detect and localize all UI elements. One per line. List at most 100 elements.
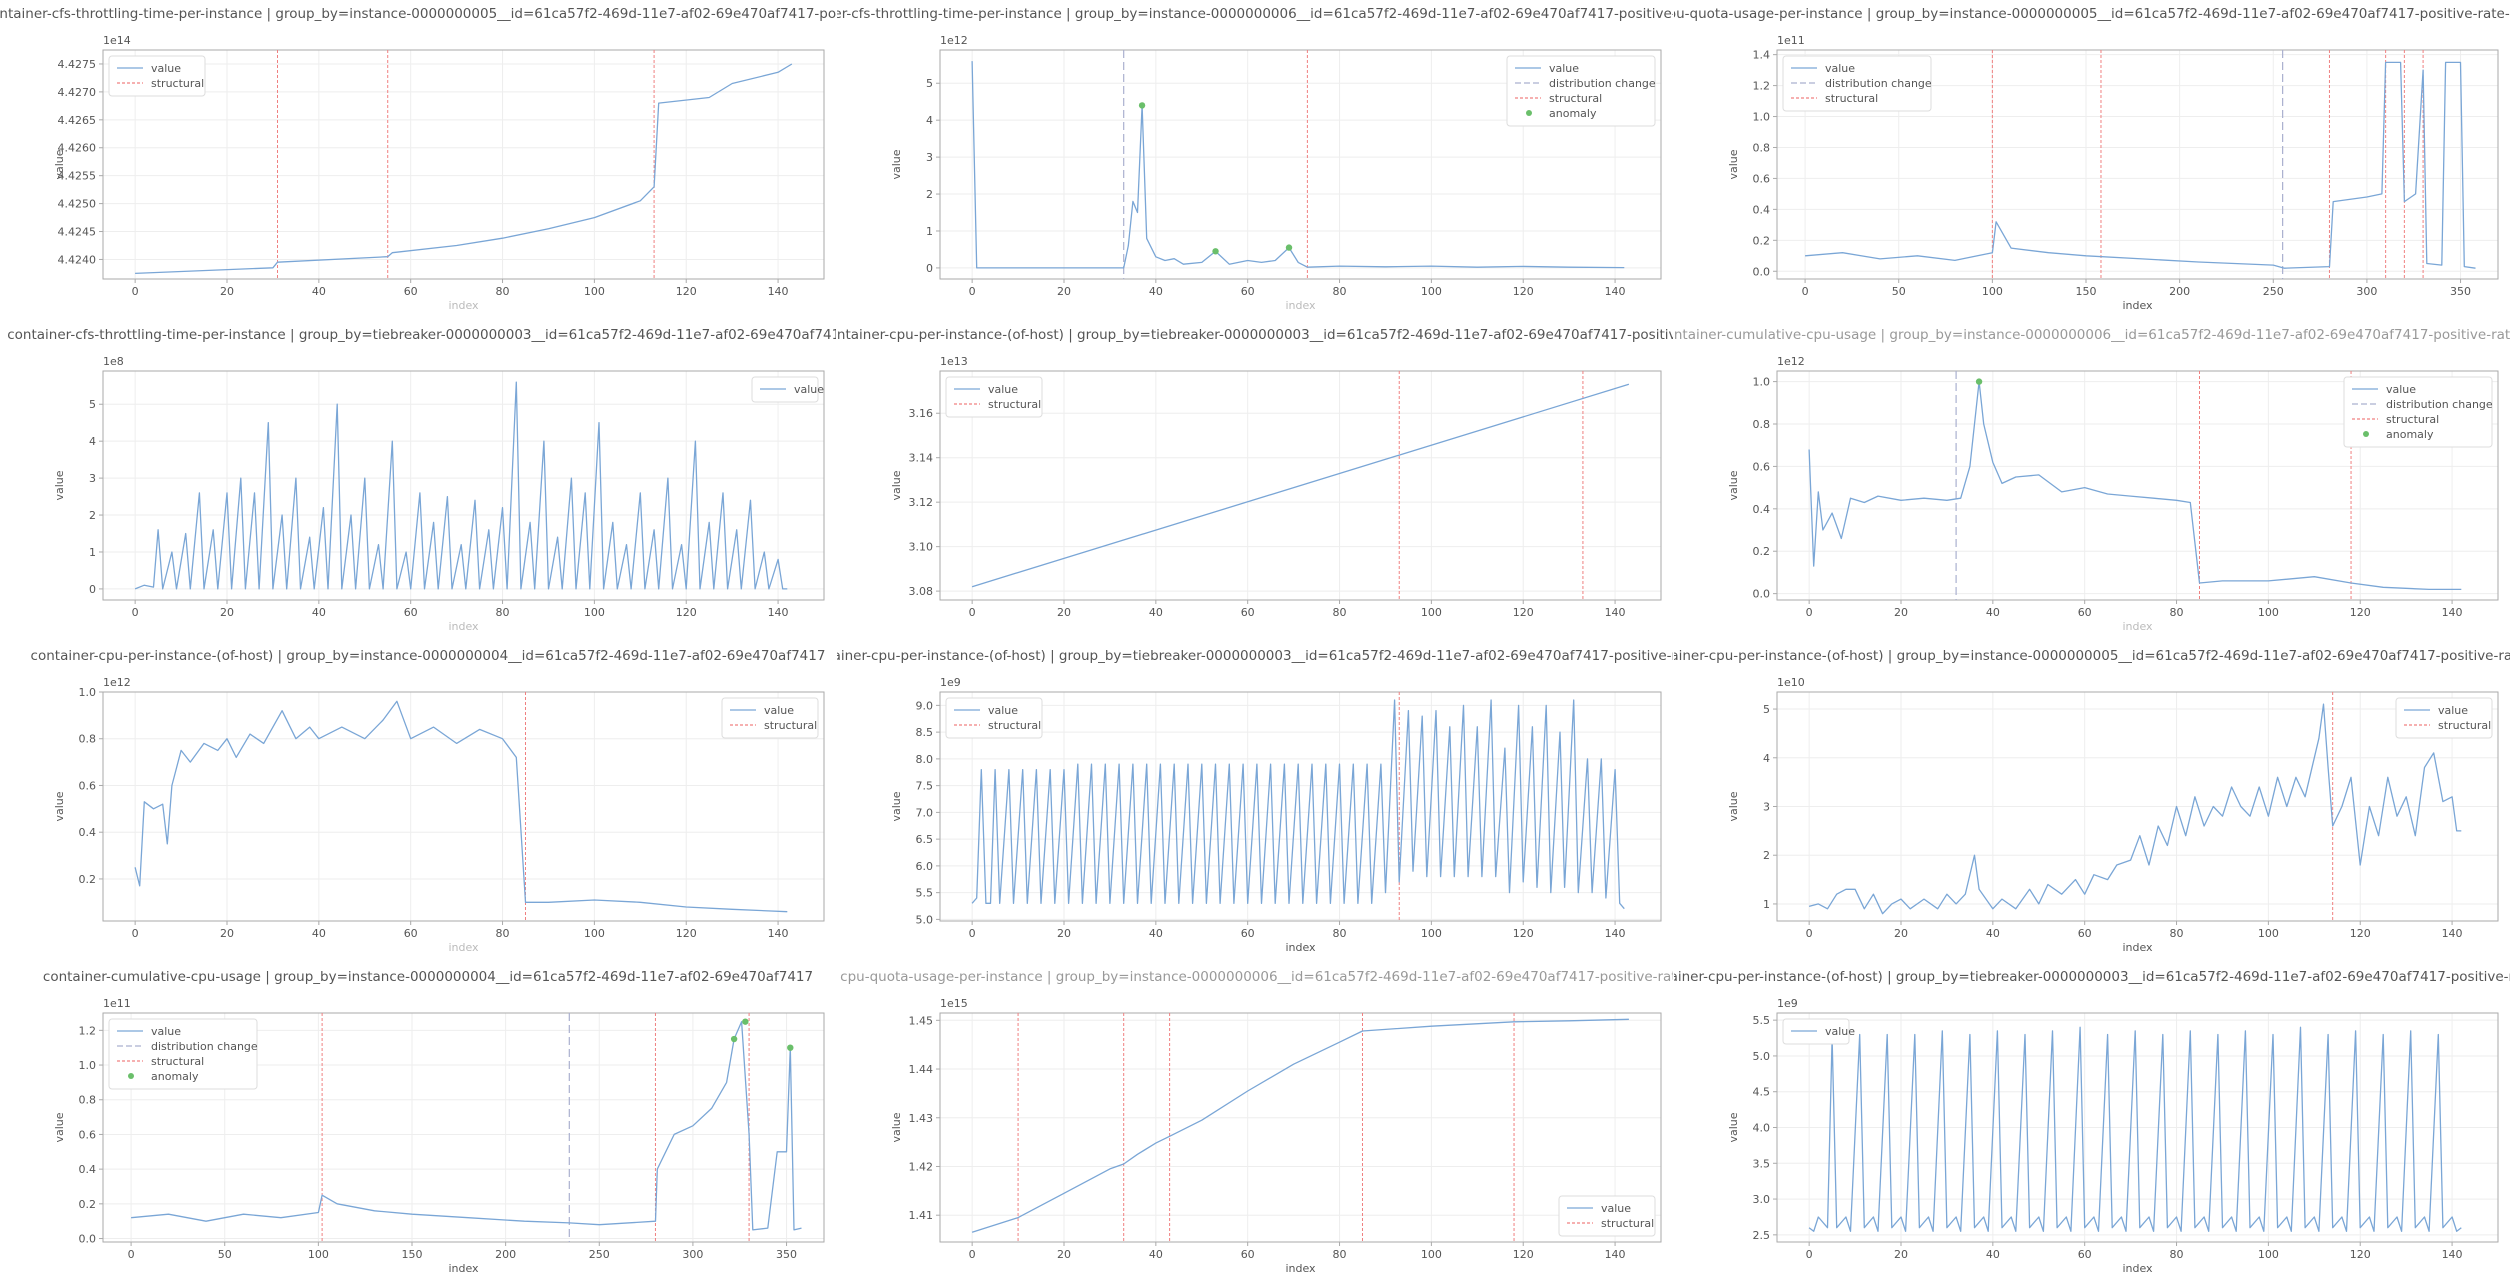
x-tick-label: 60 bbox=[1241, 927, 1255, 940]
legend: value structural bbox=[945, 376, 1043, 418]
legend-label: structural bbox=[988, 398, 1041, 411]
x-tick-label: 20 bbox=[220, 927, 234, 940]
legend-box bbox=[2343, 376, 2493, 448]
y-axis-label: value bbox=[53, 1112, 66, 1142]
y-tick-label: 4.4240 bbox=[58, 253, 97, 266]
y-tick-label: 4.4255 bbox=[58, 170, 97, 183]
legend-anomaly-marker bbox=[128, 1073, 134, 1079]
y-tick-label: 5.0 bbox=[916, 913, 934, 926]
legend-box bbox=[945, 376, 1043, 418]
x-tick-label: 40 bbox=[1986, 1248, 2000, 1261]
value-series-line bbox=[1808, 380, 2462, 591]
legend-label: structural bbox=[2438, 719, 2491, 732]
x-tick-label: 350 bbox=[2450, 285, 2471, 298]
y-tick-label: 0.2 bbox=[79, 873, 97, 886]
legend-label: structural bbox=[988, 719, 1041, 732]
y-axis-label: value bbox=[1727, 791, 1740, 821]
x-tick-label: 120 bbox=[1513, 1248, 1534, 1261]
x-tick-label: 200 bbox=[495, 1248, 516, 1261]
x-tick-label: 40 bbox=[1986, 606, 2000, 619]
x-tick-label: 0 bbox=[132, 606, 139, 619]
chart-title: container-cpu-per-instance-(of-host) | g… bbox=[31, 648, 826, 664]
y-axis-label: value bbox=[53, 470, 66, 500]
x-tick-label: 120 bbox=[2350, 606, 2371, 619]
y-tick-label: 1.0 bbox=[79, 1059, 97, 1072]
x-tick-label: 80 bbox=[2170, 927, 2184, 940]
value-series-line bbox=[971, 699, 1625, 910]
y-axis-label: value bbox=[1727, 470, 1740, 500]
x-tick-label: 40 bbox=[312, 927, 326, 940]
chart-title: container-cfs-throttling-time-per-instan… bbox=[7, 327, 836, 343]
x-tick-label: 0 bbox=[1802, 285, 1809, 298]
value-series-line bbox=[971, 383, 1630, 588]
legend-box bbox=[1782, 55, 1932, 112]
x-tick-label: 150 bbox=[2076, 285, 2097, 298]
legend-label: distribution change bbox=[1549, 77, 1656, 90]
x-tick-label: 100 bbox=[1421, 1248, 1442, 1261]
y-tick-label: 4 bbox=[1763, 752, 1770, 765]
x-tick-label: 80 bbox=[1333, 1248, 1347, 1261]
y-exponent: 1e12 bbox=[940, 34, 968, 47]
y-tick-label: 5 bbox=[89, 398, 96, 411]
value-series-line bbox=[131, 1021, 802, 1231]
x-tick-label: 300 bbox=[682, 1248, 703, 1261]
x-tick-label: 120 bbox=[1513, 927, 1534, 940]
anomaly-point bbox=[1285, 244, 1293, 251]
x-tick-label: 140 bbox=[768, 606, 789, 619]
chart-svg: ntainer-cpu-per-instance-(of-host) | gro… bbox=[1674, 969, 2510, 1275]
x-tick-label: 250 bbox=[589, 1248, 610, 1261]
y-tick-label: 3.14 bbox=[909, 452, 934, 465]
y-tick-label: 1.45 bbox=[909, 1014, 934, 1027]
value-series-line bbox=[134, 381, 788, 590]
x-tick-label: 50 bbox=[1892, 285, 1906, 298]
legend-label: value bbox=[2386, 383, 2416, 396]
x-axis-label: index bbox=[448, 941, 479, 954]
value-series-line bbox=[1808, 703, 2462, 915]
legend-label: distribution change bbox=[1825, 77, 1932, 90]
y-exponent: 1e8 bbox=[103, 355, 124, 368]
x-axis-label: index bbox=[448, 299, 479, 312]
anomaly-point bbox=[730, 1035, 738, 1043]
legend: value structural bbox=[108, 55, 206, 97]
y-axis-label: value bbox=[890, 791, 903, 821]
plot-frame bbox=[102, 49, 825, 280]
y-axis-label: value bbox=[890, 470, 903, 500]
legend: value distribution change structural anomal… bbox=[1506, 55, 1656, 127]
x-tick-label: 20 bbox=[220, 606, 234, 619]
x-axis-label: index bbox=[1285, 1262, 1316, 1275]
chart-panel: container-cfs-throttling-time-per-instan… bbox=[0, 0, 836, 321]
y-tick-label: 5 bbox=[1763, 703, 1770, 716]
y-tick-label: 0.6 bbox=[1753, 172, 1771, 185]
y-axis-label: value bbox=[53, 149, 66, 179]
x-tick-label: 50 bbox=[218, 1248, 232, 1261]
legend-anomaly-marker bbox=[1526, 110, 1532, 116]
y-tick-label: 1.0 bbox=[1753, 111, 1771, 124]
y-exponent: 1e14 bbox=[103, 34, 131, 47]
y-tick-label: 5.5 bbox=[1753, 1014, 1771, 1027]
x-tick-label: 140 bbox=[2442, 927, 2463, 940]
legend-label: structural bbox=[151, 1055, 204, 1068]
chart-svg: cpu-quota-usage-per-instance | group_by=… bbox=[840, 969, 1673, 1275]
x-tick-label: 20 bbox=[1894, 606, 1908, 619]
y-exponent: 1e12 bbox=[1777, 355, 1805, 368]
chart-panel: ntainer-cpu-per-instance-(of-host) | gro… bbox=[837, 642, 1673, 963]
y-tick-label: 3.16 bbox=[909, 407, 934, 420]
x-tick-label: 60 bbox=[404, 927, 418, 940]
y-tick-label: 1.41 bbox=[909, 1209, 934, 1222]
legend: value distribution change structural bbox=[1782, 55, 1932, 112]
x-axis-label: index bbox=[2122, 299, 2153, 312]
legend-label: value bbox=[2438, 704, 2468, 717]
plot-frame bbox=[939, 691, 1662, 922]
x-axis-label: index bbox=[2122, 941, 2153, 954]
chart-title: ntainer-cpu-per-instance-(of-host) | gro… bbox=[837, 648, 1673, 664]
y-tick-label: 0.6 bbox=[1753, 460, 1771, 473]
y-tick-label: 0.4 bbox=[79, 1163, 97, 1176]
legend-label: structural bbox=[1549, 92, 1602, 105]
y-tick-label: 0.8 bbox=[1753, 141, 1771, 154]
legend-box bbox=[1506, 55, 1656, 127]
y-tick-label: 8.5 bbox=[916, 726, 934, 739]
legend: value distribution change structural anomal… bbox=[2343, 376, 2493, 448]
y-axis-label: value bbox=[53, 791, 66, 821]
y-exponent: 1e13 bbox=[940, 355, 968, 368]
